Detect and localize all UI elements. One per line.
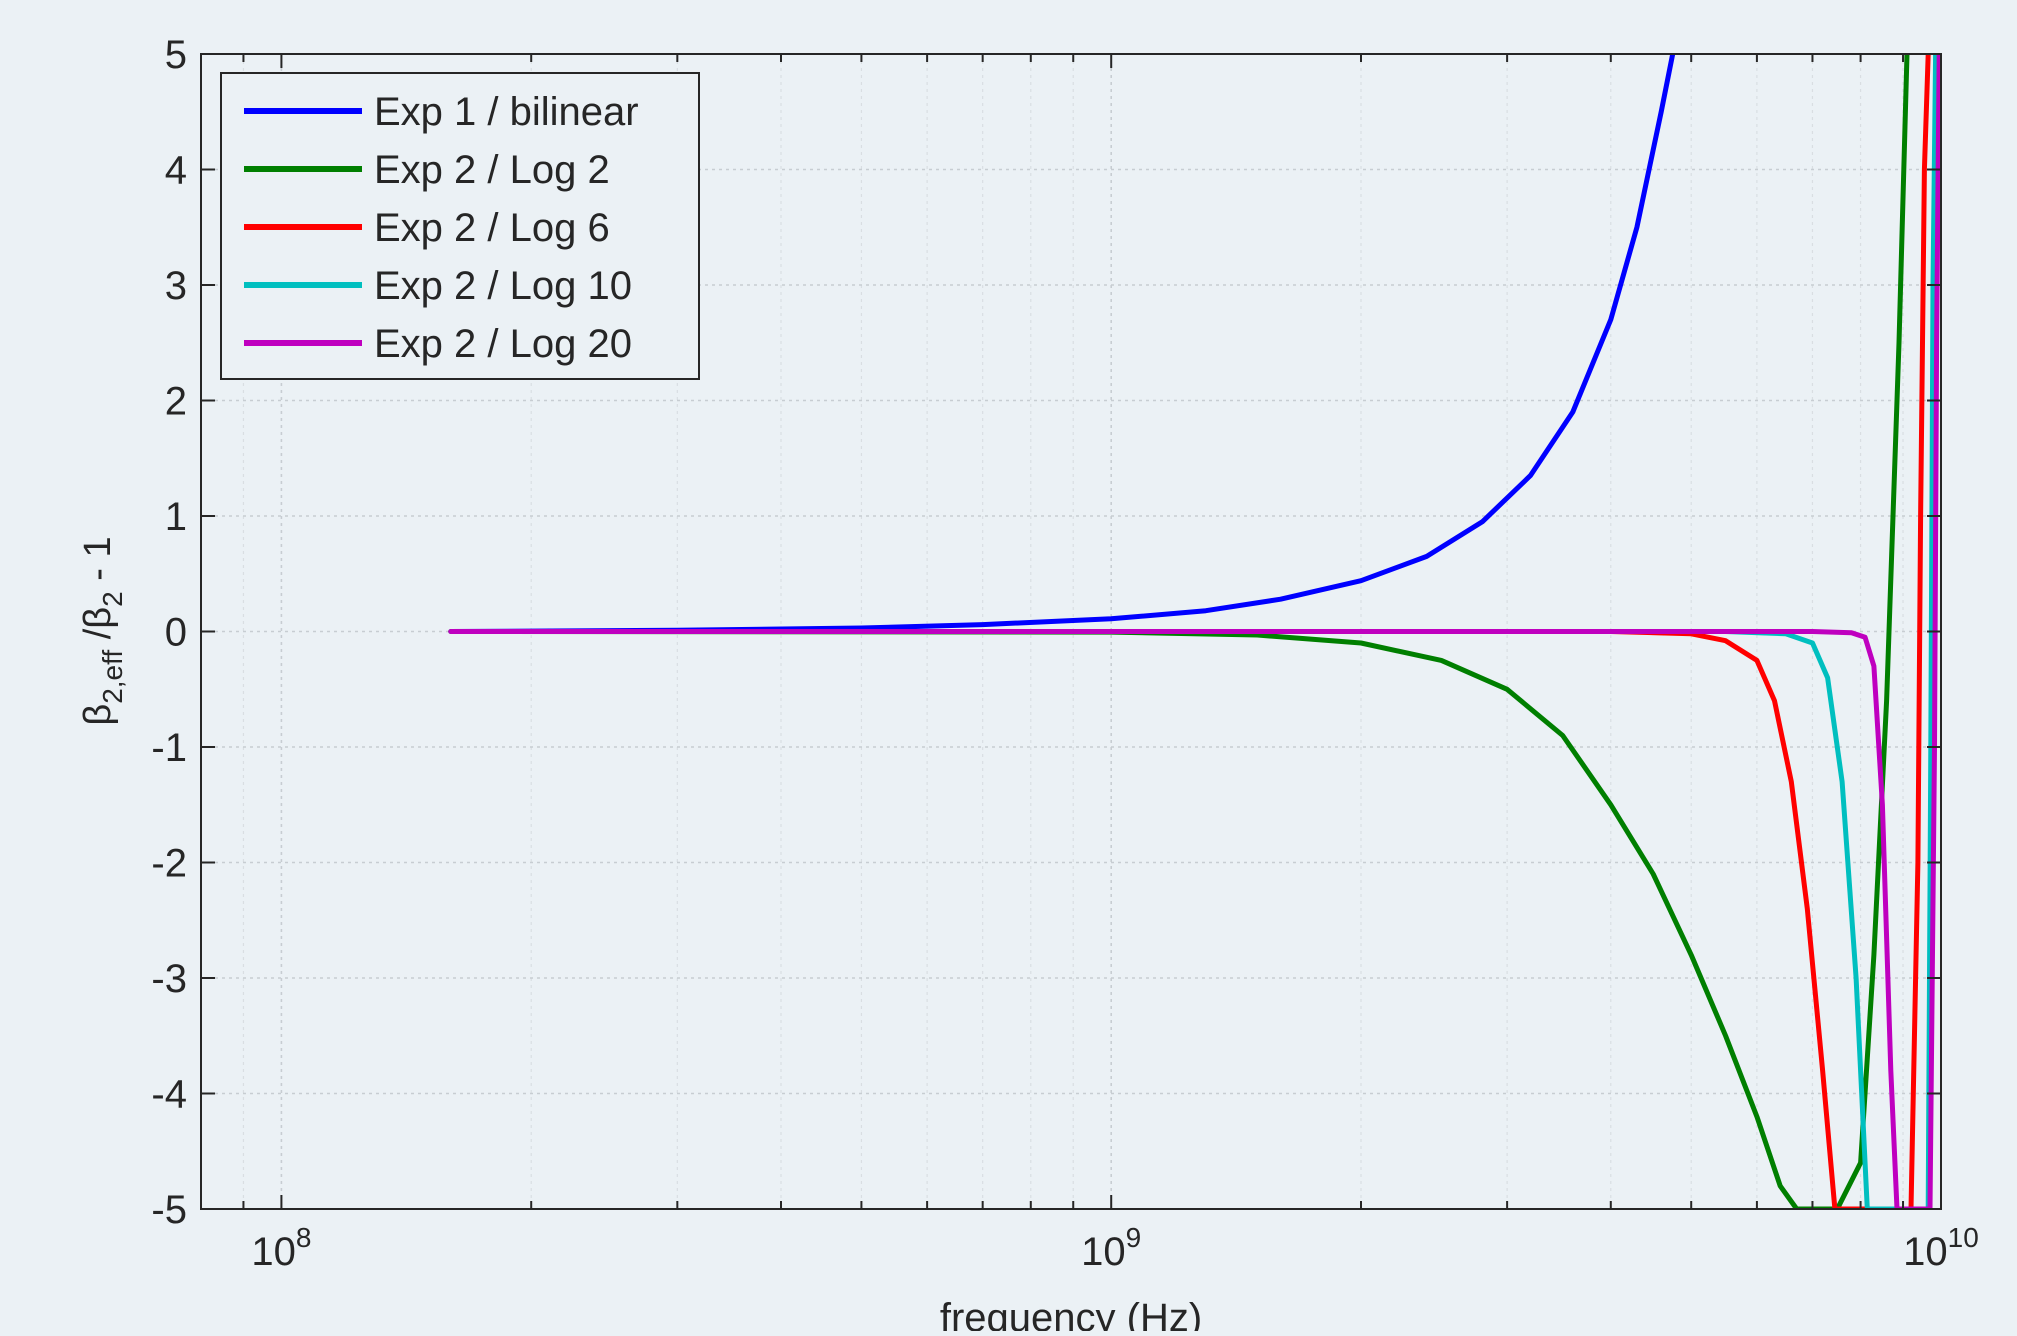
y-tick-label: 4 — [165, 149, 187, 193]
y-label-symbol: β — [77, 704, 119, 726]
x-tick-label: 1010 — [1903, 1222, 1979, 1274]
y-label-mid: /β — [77, 607, 119, 650]
x-axis-ticks: 108 109 1010 — [200, 54, 1979, 1274]
legend-label: Exp 2 / Log 6 — [374, 206, 610, 250]
series-line-1 — [448, 54, 1676, 634]
y-tick-label: 1 — [165, 495, 187, 539]
y-label-sub2: 2 — [97, 591, 128, 607]
y-tick-label: 0 — [165, 611, 187, 655]
legend: Exp 1 / bilinear Exp 2 / Log 2 Exp 2 / Log… — [220, 72, 700, 380]
x-tick-label: 109 — [1081, 1222, 1141, 1274]
legend-label: Exp 2 / Log 20 — [374, 322, 632, 366]
y-tick-label: -1 — [151, 726, 187, 770]
y-tick-label: -5 — [151, 1188, 187, 1232]
y-tick-label: -3 — [151, 957, 187, 1001]
series-line-2 — [448, 54, 1910, 1209]
y-axis-label: β2,eff /β2 - 1 — [77, 536, 128, 725]
y-tick-label: 3 — [165, 264, 187, 308]
y-tick-label: -2 — [151, 842, 187, 886]
y-tick-label: 2 — [165, 380, 187, 424]
y-label-sub1: 2,eff — [97, 650, 128, 704]
legend-label: Exp 2 / Log 2 — [374, 148, 610, 192]
series-line-4 — [448, 54, 1939, 1209]
y-tick-label: -4 — [151, 1073, 187, 1117]
series-line-3 — [448, 54, 1931, 1209]
legend-label: Exp 2 / Log 10 — [374, 264, 632, 308]
y-label-tail: - 1 — [77, 536, 119, 591]
x-axis-label: frequency (Hz) — [940, 1296, 1202, 1331]
y-axis-ticks: 5 4 3 2 1 0 -1 -2 -3 -4 -5 — [151, 33, 1941, 1232]
legend-label: Exp 1 / bilinear — [374, 90, 639, 134]
x-tick-label: 108 — [251, 1222, 311, 1274]
y-tick-label: 5 — [165, 33, 187, 77]
